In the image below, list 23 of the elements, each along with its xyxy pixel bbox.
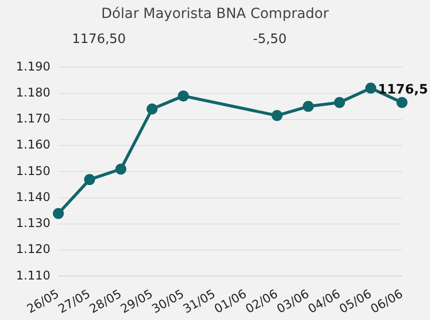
y-tick-label: 1.140 <box>16 190 50 204</box>
point <box>178 90 189 102</box>
point <box>52 208 64 220</box>
point <box>115 164 126 175</box>
text: 1176,50 <box>72 32 126 47</box>
point <box>84 174 96 186</box>
point <box>365 82 376 94</box>
point <box>302 100 314 112</box>
y-tick-label: 1.110 <box>16 268 50 282</box>
y-tick-label: 1.150 <box>16 164 50 178</box>
y-tick-label: 1.160 <box>16 138 50 152</box>
point <box>334 96 346 108</box>
y-tick-label: 1.190 <box>16 59 50 74</box>
y-tick-label: 1.130 <box>16 216 50 230</box>
text: -5,50 <box>253 32 287 47</box>
y-tick-label: 1.180 <box>16 85 50 100</box>
point <box>272 110 283 122</box>
point <box>396 96 408 108</box>
y-tick-label: 1.170 <box>16 112 50 126</box>
data-label: 1176,5 <box>378 82 428 98</box>
chart-title: Dólar Mayorista BNA Comprador <box>100 6 330 22</box>
y-tick-label: 1.120 <box>16 242 50 256</box>
point <box>146 104 158 115</box>
